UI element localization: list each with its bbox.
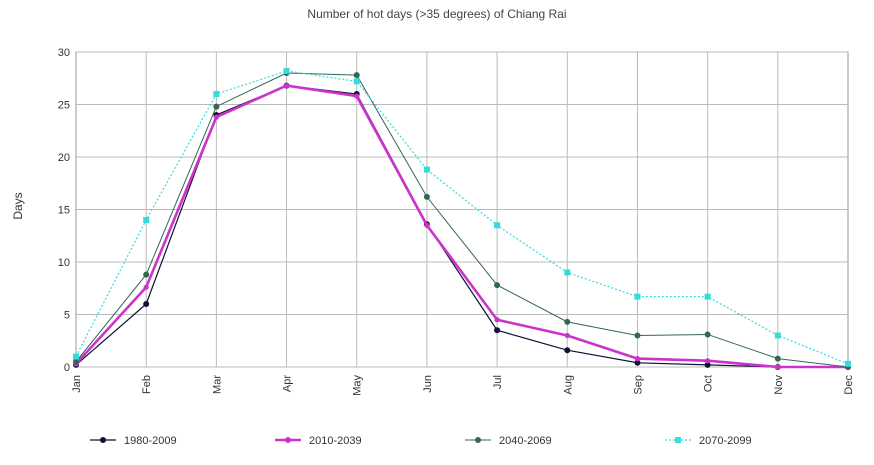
data-point bbox=[423, 166, 430, 173]
data-point bbox=[283, 67, 290, 74]
data-point bbox=[774, 332, 781, 339]
legend-item: 2010-2039 bbox=[275, 435, 362, 447]
data-point bbox=[634, 356, 641, 362]
data-point bbox=[634, 332, 641, 339]
data-point bbox=[564, 347, 571, 354]
data-point bbox=[143, 284, 149, 290]
x-tick-label: Mar bbox=[211, 375, 223, 394]
data-point bbox=[494, 222, 501, 229]
data-point bbox=[634, 293, 641, 300]
data-point bbox=[494, 317, 500, 323]
x-tick-label: Jul bbox=[492, 375, 504, 389]
chart-title: Number of hot days (>35 degrees) of Chia… bbox=[307, 7, 566, 21]
data-point bbox=[634, 359, 641, 366]
series-line bbox=[75, 72, 849, 368]
data-point bbox=[213, 91, 220, 97]
legend-item: 2070-2099 bbox=[665, 435, 752, 447]
data-point bbox=[143, 301, 150, 307]
data-point bbox=[73, 358, 79, 365]
data-point bbox=[213, 114, 219, 120]
data-point bbox=[704, 293, 711, 300]
x-tick-label: Jan bbox=[71, 375, 83, 393]
y-tick-label: 20 bbox=[58, 152, 70, 164]
x-tick-label: May bbox=[352, 375, 364, 396]
x-tick-label: Apr bbox=[282, 375, 294, 392]
legend-item: 2040-2069 bbox=[465, 435, 552, 447]
data-point bbox=[73, 353, 79, 360]
legend-label: 2010-2039 bbox=[309, 435, 362, 447]
series-line bbox=[75, 84, 848, 369]
y-tick-label: 30 bbox=[58, 47, 70, 59]
data-point bbox=[564, 318, 571, 325]
legend-item: 1980-2009 bbox=[90, 435, 177, 447]
data-point bbox=[775, 364, 781, 370]
data-point bbox=[283, 83, 290, 89]
x-tick-label: Sep bbox=[632, 375, 644, 395]
x-tick-label: Feb bbox=[141, 375, 153, 394]
x-tick-label: Jun bbox=[422, 375, 434, 393]
data-point bbox=[704, 331, 711, 338]
series-line bbox=[75, 70, 849, 365]
legend-marker bbox=[100, 437, 106, 443]
data-point bbox=[564, 269, 571, 276]
x-tick-label: Oct bbox=[703, 375, 715, 392]
data-point bbox=[704, 361, 711, 368]
legend-label: 2040-2069 bbox=[499, 435, 552, 447]
data-point bbox=[143, 217, 150, 223]
y-axis-label: Days bbox=[11, 192, 25, 219]
y-tick-label: 25 bbox=[58, 100, 70, 112]
y-tick-label: 10 bbox=[58, 257, 70, 269]
data-point bbox=[564, 332, 570, 339]
data-point bbox=[705, 358, 711, 364]
data-point bbox=[423, 193, 430, 200]
y-tick-label: 5 bbox=[64, 310, 70, 322]
plot-area: 0 5 10 15 20 25 30 Jan Feb Mar Apr May Jun Jul Aug Sep O… bbox=[58, 47, 855, 396]
legend-marker bbox=[475, 437, 481, 443]
data-point bbox=[354, 93, 360, 99]
legend-marker bbox=[285, 437, 291, 443]
x-tick-label: Nov bbox=[773, 375, 785, 395]
legend-label: 2070-2099 bbox=[699, 435, 752, 447]
data-point bbox=[494, 327, 501, 334]
data-point bbox=[353, 78, 360, 85]
data-point bbox=[424, 222, 430, 228]
legend: 1980-2009 2010-2039 2040-2069 2070-2099 bbox=[90, 435, 752, 447]
data-point bbox=[143, 271, 150, 278]
x-tick-label: Aug bbox=[562, 375, 574, 395]
legend-label: 1980-2009 bbox=[124, 435, 177, 447]
data-point bbox=[774, 355, 781, 362]
y-tick-label: 0 bbox=[64, 362, 70, 374]
data-point bbox=[213, 103, 220, 110]
x-tick-label: Dec bbox=[843, 375, 855, 395]
data-point bbox=[353, 72, 360, 79]
data-point bbox=[494, 282, 501, 289]
legend-marker bbox=[675, 437, 681, 443]
data-point bbox=[845, 360, 851, 367]
y-tick-label: 15 bbox=[58, 205, 70, 217]
